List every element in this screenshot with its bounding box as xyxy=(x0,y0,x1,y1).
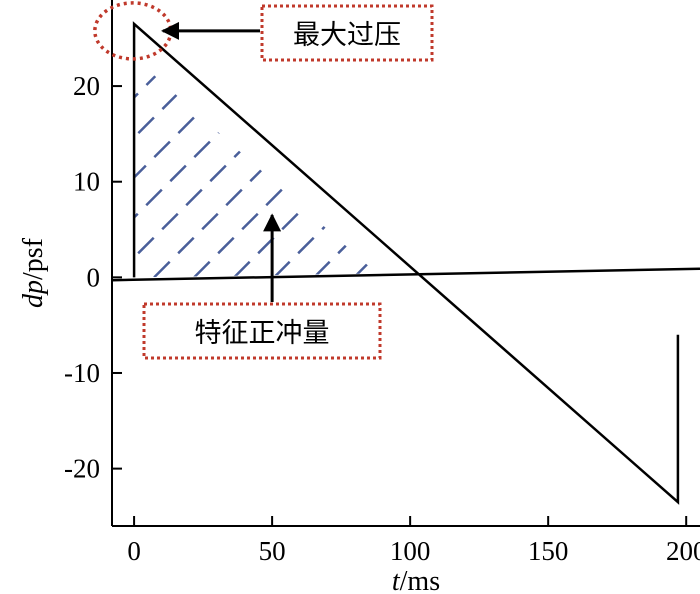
x-axis-label: t/ms xyxy=(392,566,440,594)
hatch-line xyxy=(193,57,378,278)
hatch-line xyxy=(134,57,335,278)
hatch-line xyxy=(134,57,255,278)
y-tick-label: -10 xyxy=(64,358,100,388)
hatch-line xyxy=(594,57,700,277)
x-tick-label: 50 xyxy=(259,536,286,566)
hatch-line xyxy=(134,57,175,278)
pressure-series-line xyxy=(132,21,680,505)
x-tick-label: 200 xyxy=(666,536,700,566)
hatch-line xyxy=(233,57,378,278)
y-axis-unit: /psf xyxy=(18,237,49,280)
y-axis-variable: dp xyxy=(18,280,49,308)
hatch-line xyxy=(273,57,378,278)
peak-annotation-text: 最大过压 xyxy=(293,20,401,51)
hatch-line xyxy=(394,57,614,277)
y-tick-label: 10 xyxy=(73,167,100,197)
x-axis-unit: /ms xyxy=(400,566,440,594)
impulse-annotation-box xyxy=(142,302,382,360)
x-tick-label: 100 xyxy=(390,536,431,566)
hatch-line xyxy=(474,57,694,277)
hatch-line xyxy=(134,57,295,278)
hatch-line xyxy=(353,57,378,278)
peak-annotation-box xyxy=(260,4,434,62)
y-tick-label: 0 xyxy=(87,262,101,292)
hatch-line xyxy=(434,57,654,277)
x-axis-variable: t xyxy=(392,566,401,594)
impulse-annotation-text: 特征正冲量 xyxy=(195,318,330,349)
hatch-line xyxy=(153,57,375,278)
hatch-line xyxy=(514,57,700,277)
y-axis-label: dp/psf xyxy=(18,237,49,308)
zero-baseline xyxy=(111,267,700,282)
hatch-line xyxy=(313,57,378,278)
hatched-region xyxy=(134,57,700,278)
x-tick-label: 150 xyxy=(528,536,569,566)
hatch-line xyxy=(554,57,700,277)
y-tick-label: -20 xyxy=(64,454,100,484)
x-tick-label: 0 xyxy=(127,536,141,566)
y-tick-label: 20 xyxy=(73,71,100,101)
axis-ticks xyxy=(112,85,688,526)
